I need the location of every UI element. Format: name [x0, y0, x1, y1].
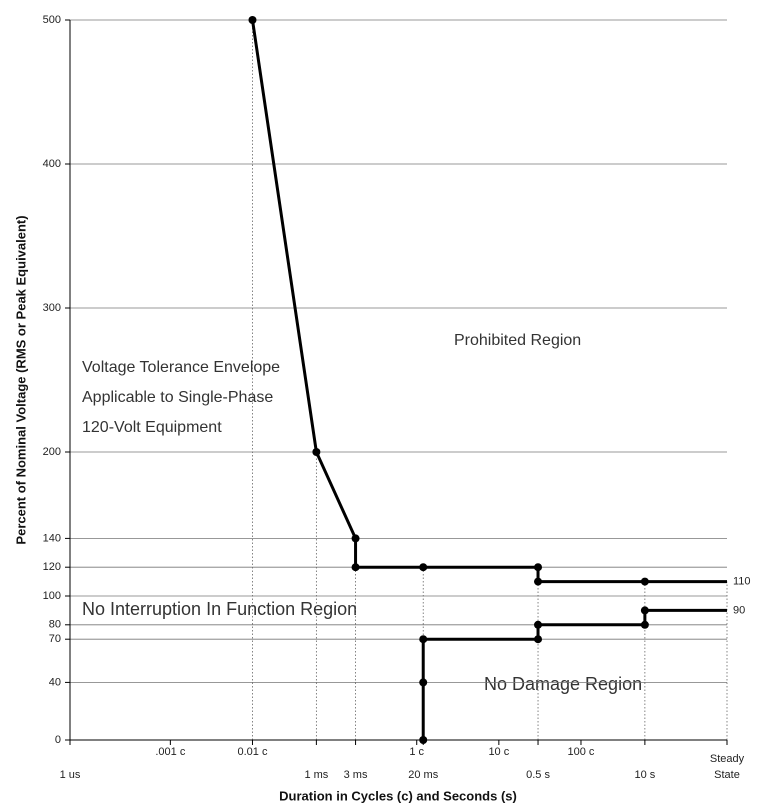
y-tick-label: 80 [49, 619, 61, 631]
x-tick-label: 1 us [60, 769, 81, 781]
x-axis-title: Duration in Cycles (c) and Seconds (s) [279, 788, 517, 803]
point [248, 16, 257, 24]
x-tick-label: 10 s [634, 769, 655, 781]
annotation: Prohibited Region [454, 332, 581, 349]
point [419, 736, 428, 744]
x-tick-label: 10 c [488, 746, 509, 758]
point [534, 635, 543, 644]
point [640, 577, 649, 586]
annotation: No Damage Region [484, 674, 642, 694]
x-tick-label: Steady State [710, 753, 745, 781]
x-tick-label: 0.5 s [526, 769, 550, 781]
point [640, 620, 649, 629]
point [534, 577, 543, 586]
x-tick-label: 1 ms [304, 769, 328, 781]
y-tick-label: 140 [43, 532, 61, 544]
y-tick-label: 40 [49, 676, 61, 688]
y-tick-label: 400 [43, 158, 61, 170]
y-tick-label: 0 [55, 734, 61, 746]
point [351, 534, 360, 543]
y-axis-title: Percent of Nominal Voltage (RMS or Peak … [13, 215, 28, 544]
point [640, 606, 649, 615]
point [419, 563, 428, 572]
point [534, 563, 543, 572]
x-tick-label: 20 ms [408, 769, 438, 781]
end-label: 110 [733, 576, 751, 588]
x-tick-label: 3 ms [344, 769, 368, 781]
point [419, 678, 428, 687]
x-tick-label: 0.01 c [237, 746, 267, 758]
point [351, 563, 360, 572]
annotation: Applicable to Single-Phase [82, 389, 273, 406]
annotation: Voltage Tolerance Envelope [82, 359, 280, 376]
series-line [250, 19, 727, 584]
annotation: 120-Volt Equipment [82, 419, 222, 436]
y-tick-label: 500 [43, 14, 61, 26]
end-label: 90 [733, 604, 745, 616]
point [419, 635, 428, 644]
y-tick-label: 300 [43, 302, 61, 314]
y-tick-label: 100 [43, 590, 61, 602]
y-tick-label: 120 [43, 561, 61, 573]
point [312, 448, 321, 456]
y-tick-label: 200 [43, 446, 61, 458]
x-tick-label: .001 c [155, 746, 185, 758]
x-tick-label: 1 c [409, 746, 424, 758]
annotation: No Interruption In Function Region [82, 599, 357, 619]
y-tick-label: 70 [49, 633, 61, 645]
x-tick-label: 100 c [568, 746, 595, 758]
point [534, 620, 543, 629]
